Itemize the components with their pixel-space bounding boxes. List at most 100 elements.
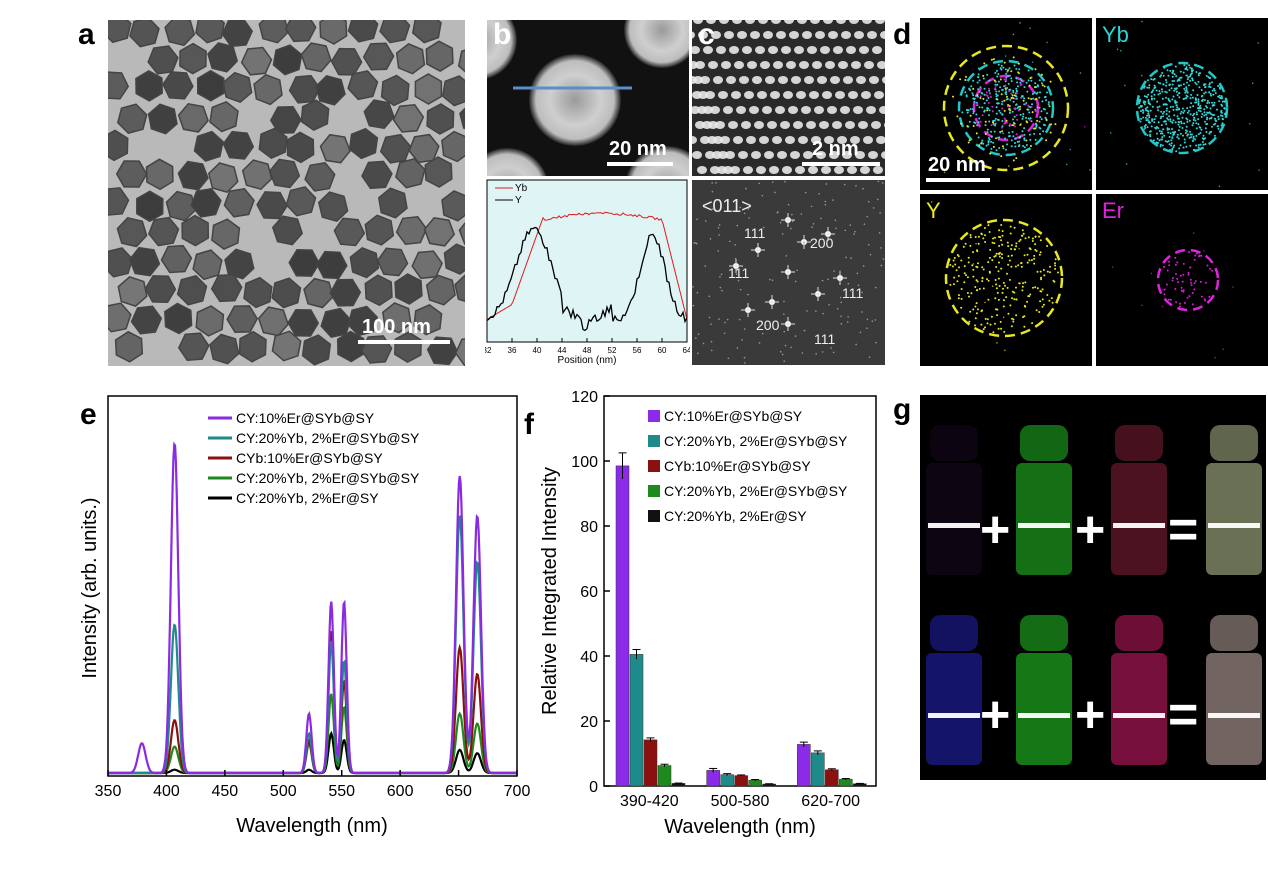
eds-dot xyxy=(973,98,976,101)
eds-noise xyxy=(1002,316,1005,319)
eds-dot xyxy=(1165,79,1167,81)
nanoparticle xyxy=(303,277,334,309)
eds-dot xyxy=(1177,281,1180,284)
eds-dot xyxy=(1031,322,1034,325)
eds-dot xyxy=(1170,142,1173,145)
vial-body xyxy=(1016,653,1072,765)
eds-dot xyxy=(993,79,996,82)
eds-dot xyxy=(982,237,985,240)
eds-dot xyxy=(1182,134,1184,137)
fft-noise xyxy=(851,290,854,292)
eds-dot xyxy=(1200,128,1203,131)
eds-dot xyxy=(1190,281,1192,284)
lattice-dot xyxy=(760,61,770,69)
vial-beam xyxy=(1208,523,1260,528)
eds-dot xyxy=(1008,111,1011,114)
nanoparticle xyxy=(284,20,317,43)
eds-dot xyxy=(1153,87,1156,90)
eds-dot xyxy=(1188,75,1191,78)
nanoparticle xyxy=(394,273,423,305)
eds-dot xyxy=(981,114,984,117)
eds-dot xyxy=(1039,251,1042,254)
eds-dot xyxy=(1012,318,1015,321)
eds-dot xyxy=(1000,267,1003,270)
e-xtick-label: 400 xyxy=(153,783,180,800)
bar xyxy=(615,465,630,787)
eds-dot xyxy=(1149,135,1152,138)
eds-dot xyxy=(1017,71,1020,74)
eds-dot xyxy=(1159,117,1162,120)
eds-dot xyxy=(1183,138,1186,141)
fft-noise xyxy=(812,223,815,225)
eds-dot xyxy=(1186,107,1189,110)
eds-dot xyxy=(1195,134,1198,137)
eds-dot xyxy=(991,241,994,244)
profile-legend-y: Y xyxy=(515,195,522,206)
nanoparticle xyxy=(164,302,193,335)
eds-dot xyxy=(1022,113,1025,115)
nanoparticle xyxy=(317,191,349,223)
eds-dot xyxy=(1173,132,1176,135)
eds-dot xyxy=(1018,136,1021,139)
eds-dot xyxy=(1038,235,1041,238)
eds-dot xyxy=(1031,93,1034,95)
eds-dot xyxy=(1008,67,1011,70)
eds-dot xyxy=(1029,117,1032,120)
eds-noise xyxy=(1143,128,1146,131)
eds-dot xyxy=(1013,115,1016,118)
fft-noise xyxy=(758,182,760,185)
lattice-dot xyxy=(771,20,781,24)
eds-dot xyxy=(998,245,1001,247)
eds-dot xyxy=(988,89,991,92)
eds-dot xyxy=(1012,320,1015,323)
eds-dot xyxy=(1027,69,1030,72)
eds-dot xyxy=(1182,98,1185,100)
eds-dot xyxy=(1178,305,1181,308)
e-legend-label: CY:20%Yb, 2%Er@SYb@SY xyxy=(236,470,420,486)
op-equals-1: = xyxy=(1168,501,1199,559)
eds-dot xyxy=(980,232,983,235)
lattice-dot xyxy=(873,166,883,174)
eds-dot xyxy=(1161,72,1164,74)
eds-dot xyxy=(995,106,998,109)
eds-dot xyxy=(1192,118,1195,121)
fft-noise xyxy=(867,243,870,246)
fft-noise xyxy=(696,218,698,221)
eds-dot xyxy=(1206,106,1208,109)
eds-dot xyxy=(1175,87,1178,90)
eds-dot xyxy=(999,86,1002,89)
eds-dot xyxy=(1218,86,1221,89)
nanoparticle xyxy=(209,100,239,133)
eds-dot xyxy=(977,235,980,238)
eds-dot xyxy=(1019,238,1022,241)
eds-dot xyxy=(1144,107,1147,110)
eds-dot xyxy=(1153,97,1156,100)
eds-dot xyxy=(990,315,993,318)
fft-noise xyxy=(794,280,797,283)
fft-noise xyxy=(866,327,868,329)
eds-dot xyxy=(1200,116,1203,118)
vial-body xyxy=(926,653,982,765)
eds-dot xyxy=(970,292,973,295)
fft-noise xyxy=(717,250,720,252)
eds-dot xyxy=(1036,270,1039,273)
vial-cap xyxy=(1020,425,1068,461)
lattice-dot xyxy=(825,61,835,69)
eds-dot xyxy=(1178,92,1180,95)
fft-zone-label: <011> xyxy=(702,196,752,216)
eds-dot xyxy=(994,71,997,74)
eds-dot xyxy=(958,294,960,297)
eds-dot xyxy=(987,107,990,110)
eds-dot xyxy=(994,122,997,125)
eds-dot xyxy=(1046,245,1049,247)
eds-dot xyxy=(975,279,978,282)
eds-dot xyxy=(1002,147,1005,150)
eds-dot xyxy=(956,280,959,283)
eds-dot xyxy=(1158,139,1161,142)
fft-noise xyxy=(861,311,863,313)
eds-dot xyxy=(980,142,983,145)
line-profile-plot: Yb Y 323640444852566064 Position (nm) xyxy=(485,178,690,365)
lattice-dot xyxy=(695,61,705,69)
eds-dot xyxy=(975,302,978,305)
eds-dot xyxy=(1000,93,1003,96)
